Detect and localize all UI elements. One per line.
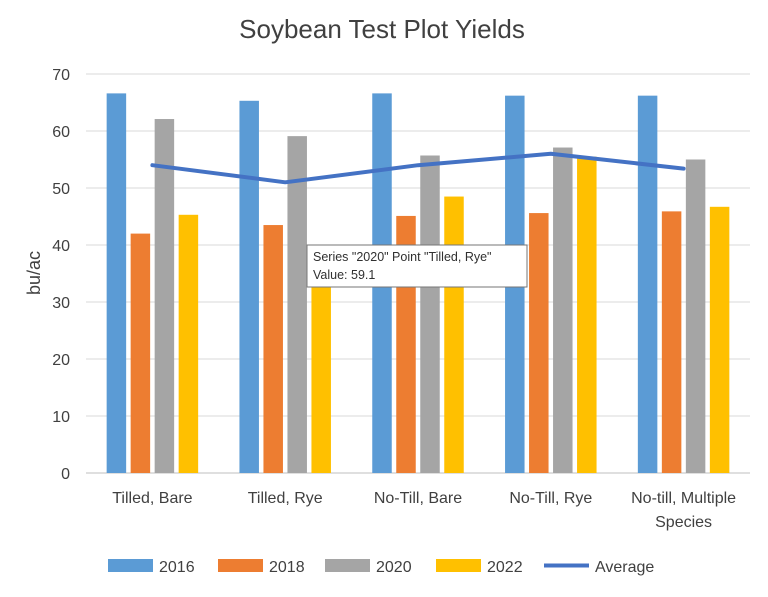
bar-2020 [154,119,175,473]
y-tick-label: 30 [52,295,70,312]
y-tick-label: 20 [52,352,70,369]
legend-label: 2022 [487,559,523,576]
bar-2016 [106,93,127,473]
y-tick-label: 0 [61,466,70,483]
x-category-label: No-till, Multiple [631,490,736,507]
y-tick-labels: 0 10 20 30 40 50 60 70 [52,67,70,483]
legend-label: 2016 [159,559,195,576]
bar-2020 [685,159,706,473]
bar-2016 [239,100,259,473]
y-tick-label: 50 [52,181,70,198]
x-category-label: Tilled, Rye [248,490,323,507]
tooltip: Series "2020" Point "Tilled, Rye" Value:… [306,244,528,288]
y-tick-label: 40 [52,238,70,255]
average-line-group [150,151,686,185]
legend-swatch-2016 [108,559,153,572]
y-tick-label: 70 [52,67,70,84]
legend-label: Average [595,559,654,576]
legend-label: 2020 [376,559,412,576]
bar-2022 [577,156,597,473]
bar-2020 [420,155,440,473]
legend-label: 2018 [269,559,305,576]
y-axis-label: bu/ac [24,251,44,295]
tooltip-box [306,244,528,288]
bar-2022 [444,196,464,474]
chart-title: Soybean Test Plot Yields [239,14,525,44]
bar-2020 [553,147,573,473]
tooltip-line-1: Series "2020" Point "Tilled, Rye" [313,250,491,264]
legend-swatch-2018 [218,559,263,572]
bar-2020 [287,136,307,473]
tooltip-line-2: Value: 59.1 [313,268,375,282]
bar-2022 [178,214,199,474]
bar-2018 [529,213,549,473]
legend-swatch-2020 [325,559,370,572]
bars [106,93,730,474]
x-category-label: No-Till, Rye [509,490,592,507]
y-tick-label: 10 [52,409,70,426]
legend-swatch-2022 [436,559,481,572]
bar-2018 [661,211,682,473]
bar-2022 [709,206,730,473]
average-line [150,151,686,185]
bar-2018 [263,225,283,473]
x-category-label: Species [655,514,712,531]
x-category-label: No-Till, Bare [374,490,462,507]
bar-2022 [311,270,331,473]
bar-2018 [130,233,151,473]
legend: 2016 2018 2020 2022 Average [108,559,654,576]
x-category-labels: Tilled, Bare Tilled, Rye No-Till, Bare No-T… [112,490,736,531]
bar-2016 [637,95,658,473]
y-tick-label: 60 [52,124,70,141]
x-category-label: Tilled, Bare [112,490,192,507]
